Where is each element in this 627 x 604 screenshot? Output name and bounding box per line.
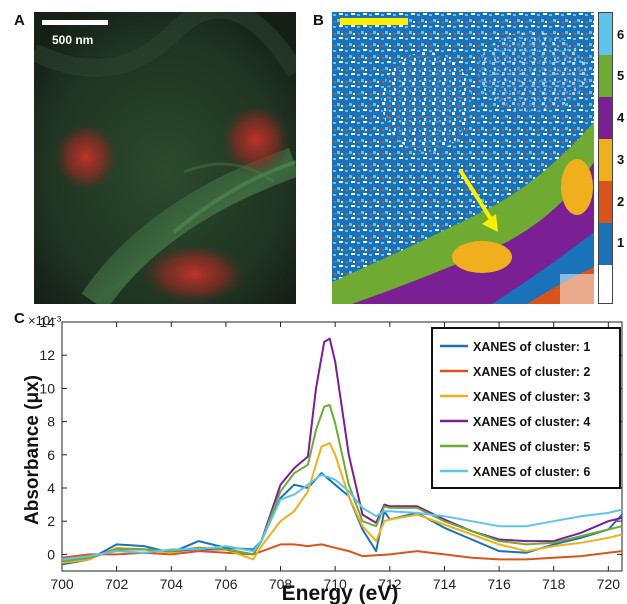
x-tick-label: 706	[214, 576, 238, 592]
x-tick-label: 700	[50, 576, 74, 592]
x-tick-label: 704	[160, 576, 184, 592]
x-tick-label: 718	[542, 576, 566, 592]
x-tick-label: 716	[487, 576, 511, 592]
cluster-map-b-graphic	[332, 12, 594, 304]
y-tick-label: 12	[39, 347, 55, 363]
colorbar-label-4: 4	[617, 110, 625, 125]
y-axis: 0 2 4 6 8 10 12 14	[39, 314, 622, 562]
legend-label-cluster-2: XANES of cluster: 2	[473, 365, 590, 379]
series-lines	[61, 337, 623, 566]
arrow-head	[482, 214, 498, 232]
microscopy-image-a-graphic	[29, 0, 304, 311]
scale-bar-label: 500 nm	[52, 33, 94, 47]
scale-bar	[42, 20, 108, 25]
series-line-cluster-1	[61, 472, 623, 566]
x-tick-label: 712	[378, 576, 402, 592]
series-line-cluster-2	[61, 543, 623, 561]
y-axis-title: Absorbance (μx)	[22, 375, 43, 525]
y-tick-label: 6	[47, 447, 55, 463]
y-tick-label: 2	[47, 513, 55, 529]
y-tick-label: 8	[47, 414, 55, 430]
y-tick-label: 14	[39, 314, 55, 330]
colorbar-segment-2	[599, 181, 612, 223]
x-axis: 700 702 704 706 708 710 712 714 716 718 720	[50, 322, 620, 592]
legend-label-cluster-6: XANES of cluster: 6	[473, 465, 590, 479]
y-tick-label: 4	[47, 480, 55, 496]
y-tick-label: 10	[39, 380, 55, 396]
panel-a-letter: A	[14, 12, 25, 29]
colorbar-label-1: 1	[617, 235, 625, 250]
x-axis-title: Energy (eV)	[282, 582, 399, 604]
x-tick-label: 714	[433, 576, 457, 592]
legend: XANES of cluster: 1 XANES of cluster: 2 XA…	[431, 327, 621, 489]
colorbar-label-6: 6	[617, 27, 625, 42]
panel-b-letter: B	[313, 12, 324, 29]
colorbar-segment-1	[599, 223, 612, 265]
cluster-map-b	[332, 12, 594, 304]
colorbar-segment-3	[599, 139, 612, 181]
legend-label-cluster-1: XANES of cluster: 1	[473, 340, 590, 354]
scale-bar-yellow	[340, 18, 408, 25]
colorbar-label-3: 3	[617, 152, 625, 167]
colorbar-segment-0	[599, 265, 612, 303]
legend-box	[431, 327, 621, 489]
colorbar-segment-4	[599, 97, 612, 139]
series-line-cluster-6	[61, 473, 623, 561]
x-tick-label: 720	[597, 576, 621, 592]
y-exponent-label: ×10⁻³	[28, 313, 62, 328]
x-tick-label: 710	[323, 576, 347, 592]
microscopy-image-a: 500 nm	[29, 0, 304, 311]
colorbar-segment-5	[599, 55, 612, 97]
colorbar-graphic	[599, 13, 612, 303]
x-tick-label: 708	[269, 576, 293, 592]
legend-label-cluster-5: XANES of cluster: 5	[473, 440, 590, 454]
colorbar	[598, 12, 613, 304]
panel-c-letter: C	[14, 310, 25, 327]
legend-label-cluster-3: XANES of cluster: 3	[473, 390, 590, 404]
colorbar-label-2: 2	[617, 194, 625, 209]
y-tick-label: 0	[47, 546, 55, 562]
colorbar-segment-6	[599, 13, 612, 55]
colorbar-label-5: 5	[617, 68, 625, 83]
x-tick-label: 702	[105, 576, 129, 592]
arrow-line	[458, 168, 496, 226]
series-line-cluster-5	[61, 404, 623, 562]
legend-label-cluster-4: XANES of cluster: 4	[473, 415, 590, 429]
